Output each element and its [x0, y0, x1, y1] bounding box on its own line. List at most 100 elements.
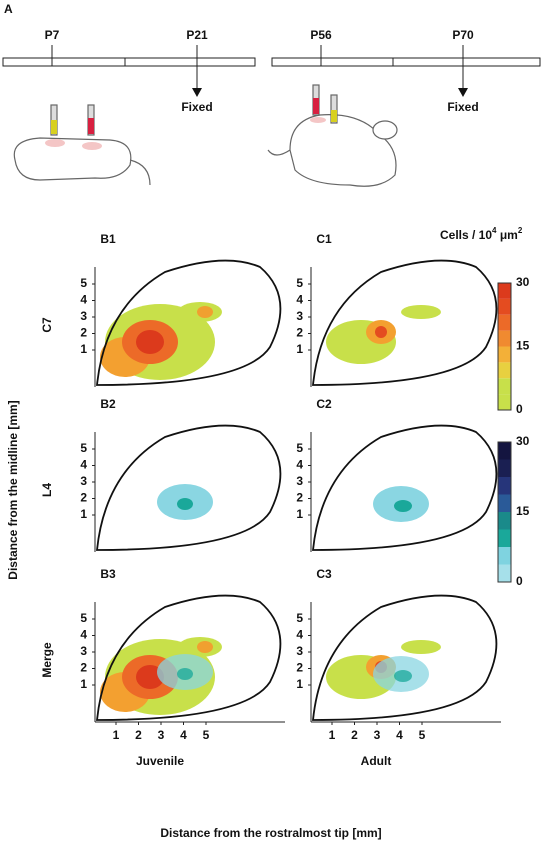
colorbar-segment	[498, 314, 511, 331]
colorbar-tick: 0	[516, 402, 523, 416]
age-label: P56	[310, 28, 332, 42]
age-label: P21	[186, 28, 208, 42]
panel-label: B3	[100, 567, 116, 581]
y-tick-label: 3	[80, 474, 87, 488]
panel-label: B1	[100, 232, 116, 246]
column-label: Adult	[361, 754, 392, 768]
y-tick-label: 3	[296, 474, 303, 488]
colorbar-segment	[498, 477, 511, 495]
density-blob	[375, 326, 387, 338]
x-tick-label: 1	[329, 728, 336, 742]
age-label: P7	[45, 28, 60, 42]
y-tick-label: 5	[296, 276, 303, 290]
y-tick-label: 2	[296, 326, 303, 340]
brain-outline	[312, 424, 498, 551]
y-axis-title: Distance from the midline [mm]	[6, 400, 20, 579]
density-blob	[136, 665, 164, 689]
row-label: L4	[40, 483, 54, 497]
density-blob	[394, 500, 412, 512]
x-tick-label: 3	[158, 728, 165, 742]
y-tick-label: 3	[296, 644, 303, 658]
x-tick-label: 1	[113, 728, 120, 742]
x-axis-title: Distance from the rostralmost tip [mm]	[160, 826, 381, 840]
row-label: Merge	[40, 642, 54, 678]
y-tick-label: 4	[296, 293, 303, 307]
colorbar-segment	[498, 442, 511, 460]
y-tick-label: 1	[80, 507, 87, 521]
arrow	[458, 88, 468, 97]
brain-outline	[96, 424, 282, 551]
panel-label: B2	[100, 397, 116, 411]
y-tick-label: 2	[80, 491, 87, 505]
panel-label: C2	[316, 397, 332, 411]
timeline-left	[2, 45, 256, 90]
density-blob	[401, 305, 441, 319]
y-tick-label: 4	[296, 628, 303, 642]
colorbar-segment	[498, 378, 511, 395]
age-label: P70	[452, 28, 474, 42]
column-label: Juvenile	[136, 754, 184, 768]
colorbar-tick: 15	[516, 504, 530, 518]
panel-label: A	[4, 2, 13, 16]
x-tick-label: 3	[374, 728, 381, 742]
y-tick-label: 4	[80, 458, 87, 472]
y-tick-label: 4	[296, 458, 303, 472]
y-tick-label: 2	[296, 491, 303, 505]
y-tick-label: 4	[80, 293, 87, 307]
colorbar-frame	[497, 282, 512, 411]
x-tick-label: 4	[396, 728, 403, 742]
y-tick-label: 5	[80, 441, 87, 455]
timeline-right	[271, 45, 541, 90]
y-tick-label: 1	[80, 342, 87, 356]
colorbar-title: Cells / 104 μm2	[440, 226, 523, 242]
mouse-illustration	[267, 84, 398, 187]
arrow	[192, 88, 202, 97]
x-tick-label: 2	[135, 728, 142, 742]
colorbar-segment	[498, 512, 511, 530]
pup-illustration	[13, 104, 151, 186]
y-tick-label: 5	[80, 276, 87, 290]
brain-outline	[96, 259, 282, 386]
density-blob	[401, 640, 441, 654]
colorbar-frame	[497, 441, 512, 583]
density-blob	[177, 668, 193, 680]
y-tick-label: 3	[80, 309, 87, 323]
colorbar-tick: 30	[516, 275, 530, 289]
colorbar-segment	[498, 394, 511, 410]
y-tick-label: 4	[80, 628, 87, 642]
colorbar-segment	[498, 459, 511, 477]
colorbar-segment	[498, 283, 511, 299]
density-blob	[177, 498, 193, 510]
brain-outline	[312, 259, 498, 386]
x-tick-label: 5	[419, 728, 426, 742]
row-label: C7	[40, 317, 54, 333]
y-tick-label: 2	[80, 326, 87, 340]
y-tick-label: 1	[296, 507, 303, 521]
y-tick-label: 5	[296, 611, 303, 625]
colorbar-segment	[498, 330, 511, 347]
density-blob	[136, 330, 164, 354]
brain-outline	[312, 594, 498, 721]
colorbar-segment	[498, 362, 511, 379]
colorbar-segment	[498, 547, 511, 565]
y-tick-label: 1	[296, 342, 303, 356]
density-blob	[197, 306, 213, 318]
colorbar-tick: 0	[516, 574, 523, 588]
y-tick-label: 5	[80, 611, 87, 625]
fixed-label: Fixed	[181, 100, 212, 114]
panel-label: C1	[316, 232, 332, 246]
x-tick-label: 5	[203, 728, 210, 742]
y-tick-label: 1	[296, 677, 303, 691]
colorbar-tick: 15	[516, 339, 530, 353]
x-tick-label: 4	[180, 728, 187, 742]
y-tick-label: 2	[296, 661, 303, 675]
colorbar-segment	[498, 529, 511, 547]
y-tick-label: 3	[80, 644, 87, 658]
colorbar-segment	[498, 346, 511, 363]
panel-label: C3	[316, 567, 332, 581]
brain-outline	[96, 594, 282, 721]
density-blob	[394, 670, 412, 682]
y-tick-label: 2	[80, 661, 87, 675]
